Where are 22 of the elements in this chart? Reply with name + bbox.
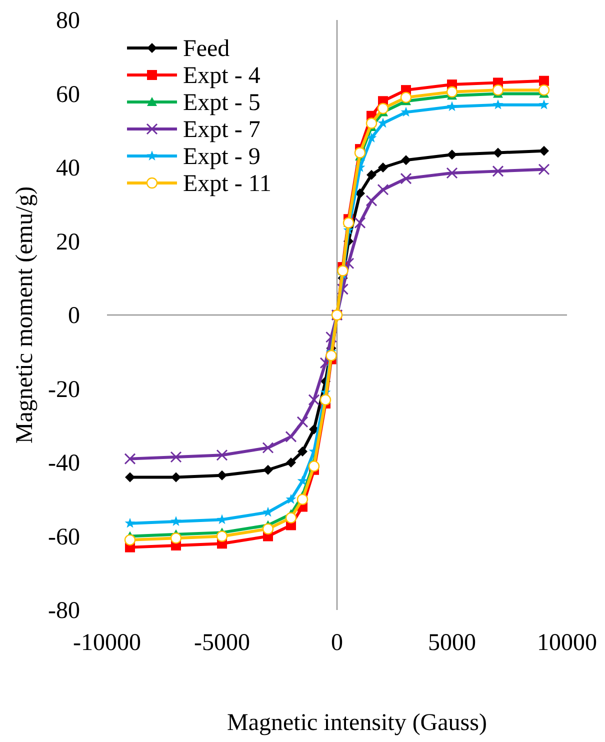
legend-label: Expt - 4 xyxy=(183,63,260,89)
legend-label: Feed xyxy=(183,36,230,62)
legend-label: Expt - 5 xyxy=(183,90,260,116)
y-axis-title: Magnetic moment (emu/g) xyxy=(12,186,38,444)
legend-label: Expt - 11 xyxy=(183,171,272,197)
y-tick-label: 40 xyxy=(56,156,80,182)
y-tick-label: 60 xyxy=(56,82,80,108)
y-tick-label: 0 xyxy=(68,303,80,329)
y-tick-label: -20 xyxy=(48,376,80,403)
y-tick-label: 20 xyxy=(56,229,80,256)
x-axis-title: Magnetic intensity (Gauss) xyxy=(227,710,487,736)
x-tick-label: -5000 xyxy=(194,630,250,656)
y-tick-label: -80 xyxy=(48,598,80,624)
x-tick-label: 0 xyxy=(331,630,343,656)
y-tick-label: -60 xyxy=(48,524,80,550)
x-tick-label: 5000 xyxy=(428,630,476,656)
y-tick-label: -40 xyxy=(48,450,80,476)
y-tick-label: 80 xyxy=(56,8,80,34)
legend-label: Expt - 7 xyxy=(183,117,260,143)
legend-label: Expt - 9 xyxy=(183,144,260,170)
x-tick-label: -10000 xyxy=(73,630,141,656)
x-tick-label: 10000 xyxy=(537,630,597,656)
